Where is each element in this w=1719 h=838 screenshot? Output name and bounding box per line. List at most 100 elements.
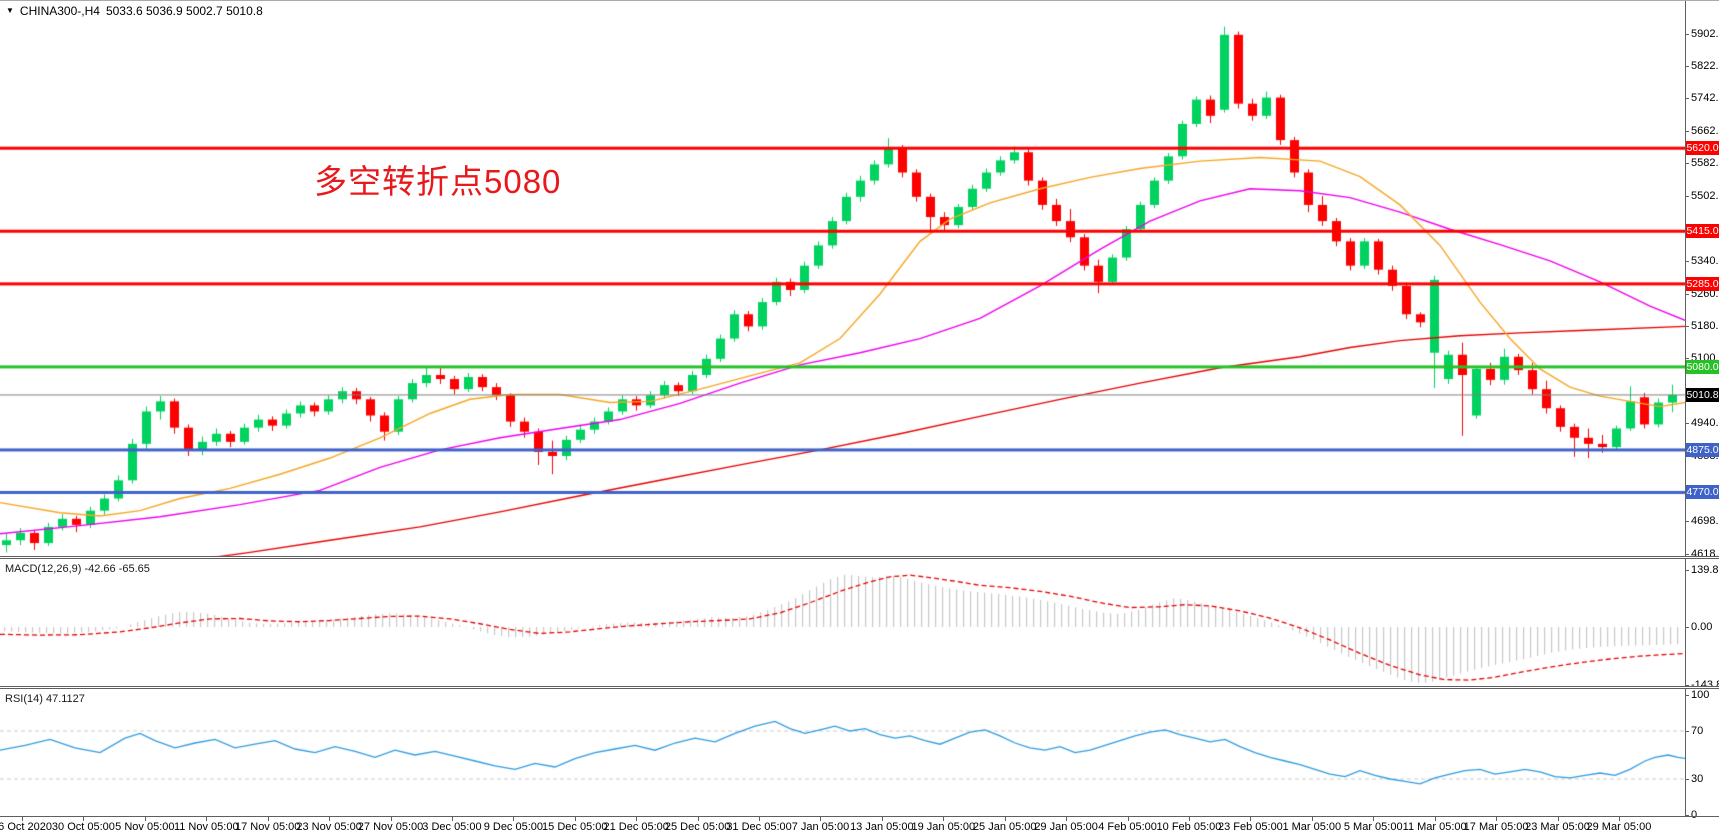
time-axis-label: 17 Nov 05:00 — [234, 821, 301, 833]
time-axis-label: 3 Dec 05:00 — [422, 821, 482, 833]
price-axis-tick-label: 5180.0 — [1691, 319, 1719, 332]
rsi-axis-tick — [1685, 694, 1689, 696]
rsi-axis-tick — [1685, 730, 1689, 732]
level-price-label: 5620.0 — [1686, 141, 1719, 156]
symbol-timeframe-label: CHINA300-,H4 — [19, 4, 100, 18]
time-axis-tick — [943, 817, 945, 821]
time-axis-tick — [513, 817, 515, 821]
panel-separator-macd[interactable] — [0, 556, 1719, 559]
main-price-chart[interactable] — [0, 1, 1685, 557]
price-axis-tick — [1685, 325, 1689, 327]
time-axis-label: 27 Nov 05:00 — [357, 821, 424, 833]
panel-separator-rsi[interactable] — [0, 686, 1719, 689]
time-axis-tick — [267, 817, 269, 821]
time-axis-tick — [1127, 817, 1129, 821]
time-axis-tick — [820, 817, 822, 821]
macd-axis-tick — [1685, 684, 1689, 686]
time-axis-label: 17 Mar 05:00 — [1463, 821, 1529, 833]
time-axis-label: 11 Mar 05:00 — [1402, 821, 1467, 833]
current-price-label: 5010.8 — [1686, 387, 1719, 402]
time-axis-label: 19 Jan 05:00 — [911, 821, 976, 833]
level-price-label: 5080.0 — [1686, 359, 1719, 374]
price-axis-tick-label: 4940.0 — [1691, 417, 1719, 430]
price-axis-tick — [1685, 358, 1689, 360]
time-axis-tick — [83, 817, 85, 821]
time-axis-label: 7 Jan 05:00 — [791, 821, 850, 833]
time-axis-tick — [1311, 817, 1313, 821]
time-axis-tick — [881, 817, 883, 821]
time-axis-tick — [390, 817, 392, 821]
time-axis-label: 4 Feb 05:00 — [1098, 821, 1157, 833]
chart-titlebar: ▼ CHINA300-,H4 5033.6 5036.9 5002.7 5010… — [6, 4, 263, 18]
time-axis-label: 10 Feb 05:00 — [1156, 821, 1222, 833]
time-axis-label: 23 Nov 05:00 — [296, 821, 362, 833]
macd-axis-tick-label: 139.86 — [1691, 563, 1719, 576]
time-axis-tick — [144, 817, 146, 821]
level-price-label: 4770.0 — [1686, 485, 1719, 500]
time-axis-tick — [1004, 817, 1006, 821]
price-axis-tick-label: 5822.0 — [1691, 59, 1719, 72]
time-axis-tick — [329, 817, 331, 821]
time-axis-tick — [759, 817, 761, 821]
time-axis-label: 26 Oct 2020 — [0, 821, 52, 833]
price-axis-tick — [1685, 130, 1689, 132]
price-axis-tick — [1685, 521, 1689, 523]
rsi-axis-tick — [1685, 814, 1689, 816]
ohlc-values: 5033.6 5036.9 5002.7 5010.8 — [105, 4, 263, 18]
macd-axis-tick-label: 0.00 — [1691, 620, 1713, 633]
time-axis-tick — [22, 817, 23, 821]
time-axis-tick — [206, 817, 208, 821]
price-axis-tick-label: 5902.0 — [1691, 27, 1719, 40]
time-axis-label: 9 Dec 05:00 — [483, 821, 544, 833]
time-axis-label: 29 Mar 05:00 — [1586, 821, 1652, 833]
time-axis-label: 31 Dec 05:00 — [726, 821, 792, 833]
time-axis-tick — [1188, 817, 1190, 821]
price-axis-tick — [1685, 261, 1689, 263]
price-axis-tick — [1685, 33, 1689, 35]
price-axis-tick-label: 5340.0 — [1691, 255, 1719, 268]
rsi-indicator-panel[interactable] — [0, 691, 1685, 816]
rsi-label: RSI(14) 47.1127 — [5, 693, 85, 705]
price-axis-tick-label: 4698.0 — [1691, 515, 1719, 528]
time-axis-tick — [1373, 817, 1375, 821]
macd-axis-tick — [1685, 626, 1689, 628]
time-axis-label: 30 Oct 05:00 — [51, 821, 115, 833]
time-axis-label: 13 Jan 05:00 — [850, 821, 914, 833]
macd-indicator-panel[interactable] — [0, 561, 1685, 687]
rsi-axis-tick-label: 0 — [1691, 808, 1698, 821]
time-axis-label: 25 Dec 05:00 — [664, 821, 731, 833]
price-axis-tick-label: 5742.0 — [1691, 92, 1719, 105]
time-axis-label: 23 Feb 05:00 — [1217, 821, 1283, 833]
level-price-label: 5285.0 — [1686, 276, 1719, 291]
price-axis-tick — [1685, 553, 1689, 555]
price-axis-tick — [1685, 98, 1689, 100]
price-axis-tick — [1685, 195, 1689, 197]
symbol-dropdown-icon[interactable]: ▼ — [6, 6, 14, 15]
time-axis-tick — [697, 817, 699, 821]
price-axis-tick — [1685, 293, 1689, 295]
time-axis-label: 5 Nov 05:00 — [115, 821, 175, 833]
time-axis-label: 11 Nov 05:00 — [173, 821, 239, 833]
time-axis-tick — [1496, 817, 1498, 821]
time-axis-tick — [451, 817, 453, 821]
time-axis-separator — [0, 816, 1719, 817]
price-axis-border — [1685, 1, 1686, 817]
time-axis-label: 21 Dec 05:00 — [603, 821, 669, 833]
time-axis-tick — [574, 817, 576, 821]
rsi-axis-tick — [1685, 778, 1689, 780]
time-axis-tick — [1434, 817, 1436, 821]
time-axis-label: 29 Jan 05:00 — [1034, 821, 1098, 833]
rsi-axis-tick-label: 100 — [1691, 688, 1710, 701]
time-axis-label: 23 Mar 05:00 — [1525, 821, 1590, 833]
level-price-label: 4875.0 — [1686, 442, 1719, 457]
macd-axis-tick — [1685, 569, 1689, 571]
time-axis-tick — [1066, 817, 1068, 821]
macd-label: MACD(12,26,9) -42.66 -65.65 — [5, 563, 150, 575]
pivot-annotation-text: 多空转折点5080 — [314, 163, 562, 200]
rsi-axis-tick-label: 30 — [1691, 772, 1704, 785]
time-axis-tick — [636, 817, 638, 821]
time-axis-tick — [1618, 817, 1620, 821]
price-axis-tick — [1685, 423, 1689, 425]
time-axis-label: 1 Mar 05:00 — [1282, 821, 1342, 833]
